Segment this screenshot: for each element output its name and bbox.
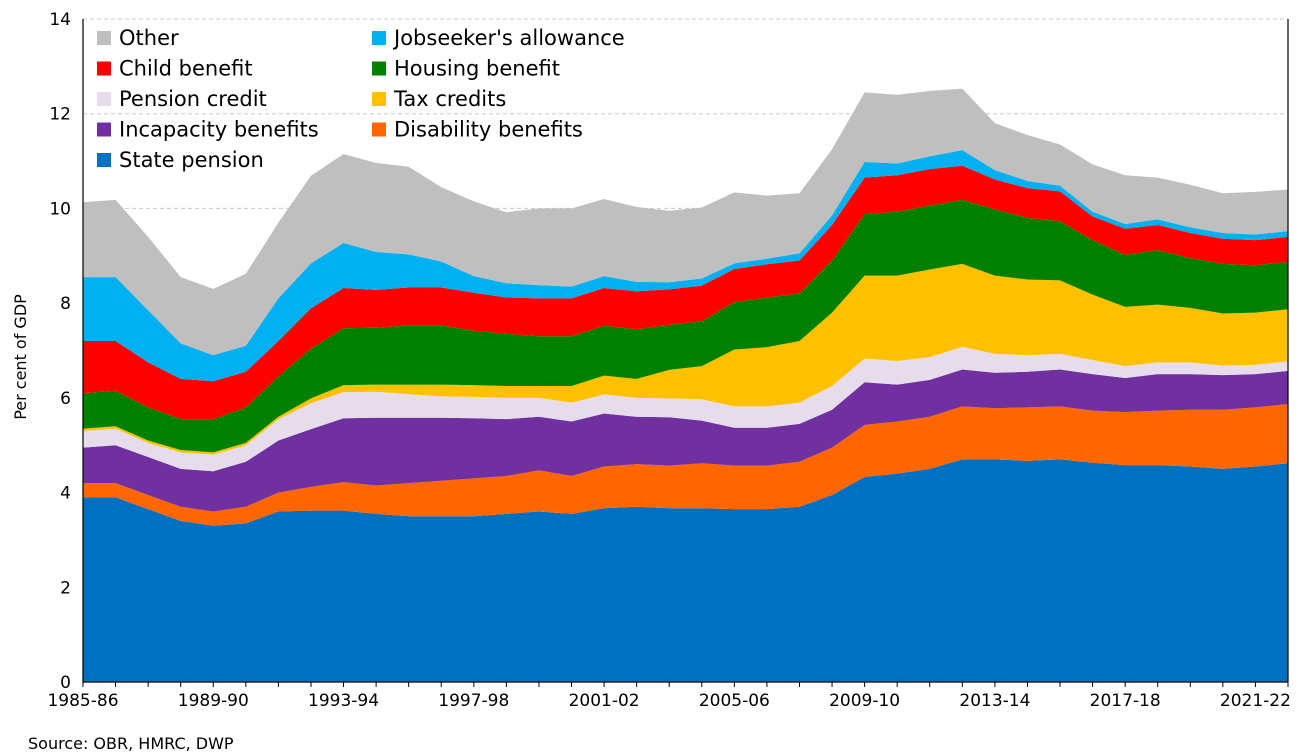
legend-label-incapacity-benefits: Incapacity benefits: [119, 118, 319, 142]
source-note: Source: OBR, HMRC, DWP: [28, 734, 234, 753]
legend-swatch-housing-benefit: [372, 61, 386, 76]
legend-swatch-tax-credits: [372, 92, 386, 106]
x-tick-label-2013-14: 2013-14: [959, 691, 1030, 711]
y-tick-label-6: 6: [60, 389, 71, 409]
x-tick-label-1985-86: 1985-86: [47, 691, 118, 711]
legend-label-other: Other: [119, 26, 179, 50]
x-tick-label-2017-18: 2017-18: [1090, 691, 1161, 711]
area-disability-benefits: [83, 404, 1288, 526]
x-tick-label-1997-98: 1997-98: [438, 691, 509, 711]
stacked-areas: [83, 88, 1288, 682]
legend-label-disability-benefits: Disability benefits: [394, 118, 583, 142]
legend-label-child-benefit: Child benefit: [119, 57, 253, 81]
legend-label-jobseeker-s-allowance: Jobseeker's allowance: [392, 26, 625, 50]
legend-swatch-jobseeker-s-allowance: [372, 31, 386, 45]
x-tick-label-2009-10: 2009-10: [829, 691, 900, 711]
legend-label-pension-credit: Pension credit: [119, 87, 267, 111]
axes: [82, 19, 1289, 687]
area-other: [83, 88, 1288, 356]
y-tick-label-2: 2: [60, 578, 71, 598]
y-tick-label-14: 14: [49, 10, 71, 30]
area-pension-credit: [83, 346, 1288, 472]
x-tick-label-2021-22: 2021-22: [1220, 691, 1291, 711]
area-jobseeker-s-allowance: [83, 150, 1288, 382]
legend-swatch-other: [97, 31, 111, 45]
y-axis-label: Per cent of GDP: [11, 294, 30, 420]
area-tax-credits: [83, 263, 1288, 455]
legend-label-tax-credits: Tax credits: [393, 87, 506, 111]
legend-swatch-disability-benefits: [372, 122, 386, 137]
y-tick-labels: 0 2 4 6 8 10 12 14: [49, 10, 71, 693]
legend-swatch-incapacity-benefits: [97, 122, 111, 137]
x-tick-label-1993-94: 1993-94: [308, 691, 379, 711]
legend-label-housing-benefit: Housing benefit: [394, 57, 560, 81]
y-tick-label-8: 8: [60, 294, 71, 314]
y-tick-label-12: 12: [49, 105, 71, 125]
area-incapacity-benefits: [83, 369, 1288, 512]
y-tick-label-4: 4: [60, 484, 71, 504]
legend: Other Child benefit Pension credit Incapaci…: [97, 26, 625, 172]
legend-label-state-pension: State pension: [119, 148, 264, 172]
legend-swatch-pension-credit: [97, 92, 111, 106]
x-tick-label-2001-02: 2001-02: [569, 691, 640, 711]
legend-swatch-child-benefit: [97, 61, 111, 76]
x-tick-label-1989-90: 1989-90: [178, 691, 249, 711]
y-tick-label-10: 10: [49, 199, 71, 219]
y-tick-label-0: 0: [60, 673, 71, 693]
area-state-pension: [83, 459, 1288, 682]
x-tick-label-2005-06: 2005-06: [699, 691, 770, 711]
area-child-benefit: [83, 165, 1288, 420]
legend-swatch-state-pension: [97, 153, 111, 167]
area-housing-benefit: [83, 199, 1288, 453]
x-tick-labels: 1985-86 1989-90 1993-94 1997-98 2001-02 2005-…: [47, 691, 1290, 711]
